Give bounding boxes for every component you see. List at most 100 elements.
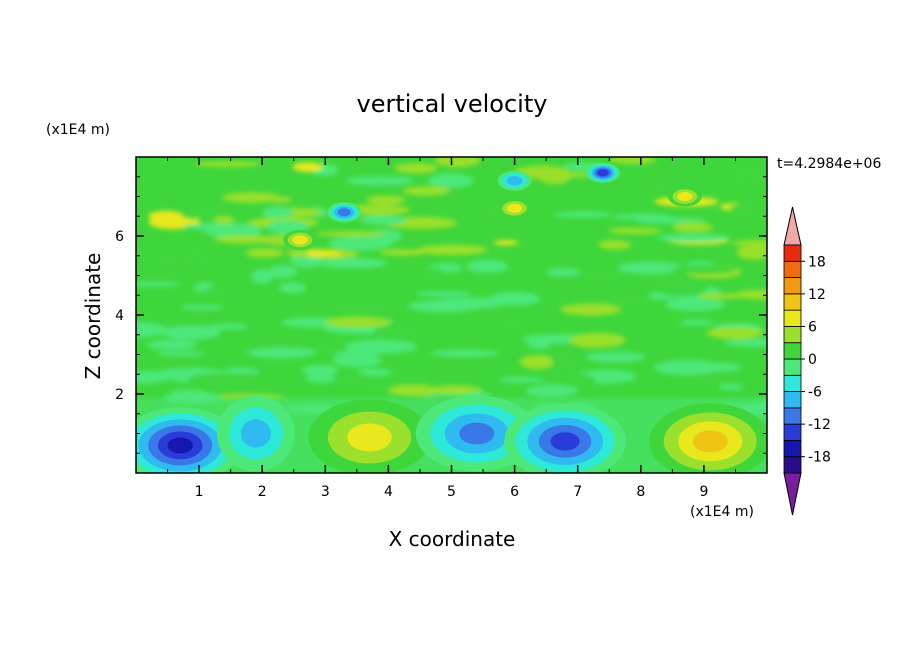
colorbar-tick-label: -18 bbox=[808, 450, 831, 466]
x-tick-label: 7 bbox=[573, 484, 582, 500]
texture-streak bbox=[658, 233, 730, 243]
texture-streak bbox=[672, 222, 714, 233]
texture-streak bbox=[251, 269, 273, 284]
texture-streak bbox=[136, 315, 163, 322]
texture-streak bbox=[214, 235, 279, 244]
texture-streak bbox=[734, 289, 767, 300]
texture-streak bbox=[345, 339, 417, 354]
colorbar-swatch bbox=[783, 391, 802, 409]
downdraft-contour bbox=[240, 419, 271, 448]
texture-streak bbox=[673, 265, 737, 274]
y-axis-unit: (x1E4 m) bbox=[46, 122, 110, 138]
contour-blobs bbox=[136, 162, 767, 473]
texture-streak bbox=[577, 272, 633, 281]
x-tick-label: 1 bbox=[195, 484, 204, 500]
texture-streak bbox=[617, 261, 683, 275]
x-tick-label: 9 bbox=[699, 484, 708, 500]
plot-area bbox=[136, 157, 767, 473]
texture-streak bbox=[205, 285, 255, 293]
texture-streak bbox=[677, 294, 704, 309]
x-axis-label: X coordinate bbox=[389, 527, 516, 551]
texture-streak bbox=[365, 195, 406, 205]
texture-streak bbox=[394, 162, 439, 174]
texture-streak bbox=[292, 162, 323, 172]
texture-streak bbox=[553, 211, 613, 218]
colorbar-swatch bbox=[783, 309, 802, 327]
colorbar-swatch bbox=[783, 260, 802, 278]
texture-streak bbox=[246, 347, 316, 359]
colorbar-swatch bbox=[783, 423, 802, 441]
colorbar-tick-label: -6 bbox=[808, 385, 822, 401]
texture-streak bbox=[718, 383, 744, 391]
texture-streak bbox=[359, 384, 393, 390]
x-tick-label: 4 bbox=[384, 484, 393, 500]
texture-streak bbox=[326, 304, 396, 312]
texture-streak bbox=[612, 213, 672, 220]
texture-streak bbox=[304, 344, 357, 353]
texture-streak bbox=[332, 353, 382, 368]
texture-streak bbox=[527, 335, 552, 349]
colorbar-tick-label: 12 bbox=[808, 287, 826, 303]
x-tick-label: 3 bbox=[321, 484, 330, 500]
texture-streak bbox=[262, 206, 294, 219]
y-tick-label: 2 bbox=[115, 387, 124, 403]
updraft-contour bbox=[347, 423, 392, 452]
colorbar-swatch bbox=[783, 277, 802, 295]
texture-streak bbox=[547, 373, 596, 388]
texture-streak bbox=[570, 333, 617, 349]
texture-streak bbox=[183, 222, 258, 231]
texture-streak bbox=[325, 316, 391, 328]
texture-streak bbox=[148, 210, 183, 222]
texture-streak bbox=[305, 374, 336, 384]
axis-ticks: 1 2 3 4 5 6 7 8 9 2 4 6 bbox=[115, 157, 767, 500]
colorbar-swatch bbox=[783, 407, 802, 425]
texture-streak bbox=[729, 203, 762, 212]
y-tick-label: 4 bbox=[115, 308, 124, 324]
texture-streak bbox=[345, 176, 415, 186]
texture-streak bbox=[706, 327, 764, 340]
colorbar-swatch bbox=[783, 440, 802, 458]
colorbar-tick-label: 6 bbox=[808, 319, 817, 335]
texture-streak bbox=[146, 339, 197, 351]
texture-streak bbox=[136, 322, 171, 338]
texture-streak bbox=[136, 370, 170, 384]
texture-streak bbox=[221, 192, 282, 203]
texture-streak bbox=[495, 317, 522, 328]
downdraft-contour bbox=[597, 169, 609, 177]
texture-streak bbox=[408, 299, 481, 313]
updraft-contour bbox=[692, 430, 728, 453]
texture-streak bbox=[716, 169, 767, 182]
texture-streak bbox=[520, 355, 554, 370]
downdraft-contour bbox=[167, 437, 193, 454]
texture-streak bbox=[429, 385, 483, 395]
texture-streak bbox=[295, 249, 343, 258]
updraft-contour bbox=[292, 235, 308, 245]
colorbar-swatch bbox=[783, 342, 802, 360]
texture-streak bbox=[466, 259, 509, 274]
texture-streak bbox=[281, 317, 343, 328]
texture-streak bbox=[545, 268, 580, 277]
texture-streak bbox=[692, 362, 742, 372]
texture-streak bbox=[318, 257, 388, 269]
texture-streak bbox=[416, 244, 488, 256]
texture-streak bbox=[208, 373, 266, 379]
texture-streak bbox=[608, 227, 661, 235]
texture-streak bbox=[697, 293, 742, 299]
y-axis-label: Z coordinate bbox=[81, 253, 105, 380]
colorbar-tick-label: -12 bbox=[808, 417, 831, 433]
texture-streak bbox=[156, 351, 206, 357]
texture-streak bbox=[600, 298, 664, 305]
downdraft-contour bbox=[337, 208, 351, 217]
colorbar-swatch bbox=[783, 244, 802, 262]
texture-streak bbox=[209, 323, 249, 330]
texture-streak bbox=[420, 268, 447, 281]
colorbar-swatch bbox=[783, 358, 802, 376]
colorbar-tick-label: 0 bbox=[808, 352, 817, 368]
texture-streak bbox=[213, 215, 235, 224]
texture-streak bbox=[609, 157, 656, 164]
texture-streak bbox=[287, 249, 309, 257]
texture-streak bbox=[357, 368, 392, 376]
texture-streak bbox=[498, 376, 545, 383]
updraft-contour bbox=[506, 203, 523, 214]
time-label: t=4.2984e+06 bbox=[777, 156, 881, 172]
